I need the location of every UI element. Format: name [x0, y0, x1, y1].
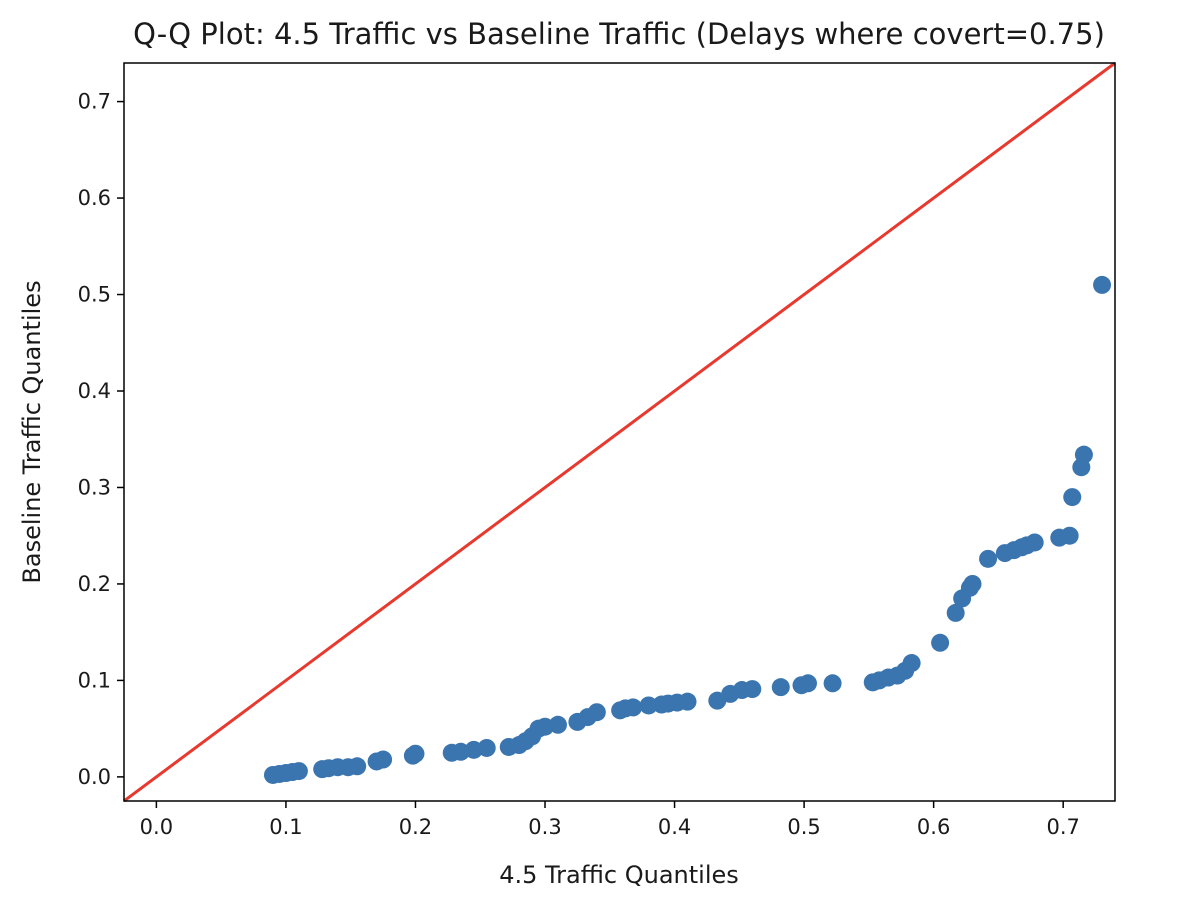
data-point	[639, 696, 658, 715]
data-point	[946, 603, 965, 622]
y-tick-label: 0.5	[78, 283, 111, 307]
data-point	[406, 744, 425, 763]
data-point	[587, 703, 606, 722]
x-tick-label: 0.0	[140, 815, 173, 839]
y-axis-label: Baseline Traffic Quantiles	[18, 280, 46, 583]
x-axis-label: 4.5 Traffic Quantiles	[499, 861, 739, 889]
reference-line-group	[123, 61, 1116, 803]
data-point	[477, 738, 496, 757]
data-point	[289, 762, 308, 781]
data-point	[348, 757, 367, 776]
data-point	[1025, 533, 1044, 552]
data-point	[979, 549, 998, 568]
y-tick-label: 0.1	[78, 668, 111, 692]
x-tick-label: 0.3	[528, 815, 561, 839]
data-point	[823, 674, 842, 693]
chart-title: Q-Q Plot: 4.5 Traffic vs Baseline Traffi…	[133, 17, 1105, 51]
data-point	[902, 654, 921, 673]
x-tick-label: 0.6	[917, 815, 950, 839]
data-point	[1063, 488, 1082, 507]
y-tick-label: 0.7	[78, 90, 111, 114]
data-point	[678, 692, 697, 711]
axes-frame	[123, 62, 1116, 802]
y-tick-label: 0.2	[78, 572, 111, 596]
reference-line	[123, 61, 1116, 803]
data-point	[374, 750, 393, 769]
data-point	[624, 698, 643, 717]
x-tick-label: 0.2	[399, 815, 432, 839]
x-tick-label: 0.4	[658, 815, 691, 839]
scatter-points	[263, 275, 1112, 784]
y-tick-label: 0.3	[78, 475, 111, 499]
data-point	[1074, 445, 1093, 464]
data-point	[798, 674, 817, 693]
y-axis-ticks: 0.0 0.1 0.2 0.3 0.4 0.5 0.6 0.7	[78, 90, 124, 789]
x-tick-label: 0.5	[787, 815, 820, 839]
data-point	[1093, 275, 1112, 294]
data-point	[1060, 526, 1079, 545]
y-tick-label: 0.0	[78, 765, 111, 789]
data-point	[931, 633, 950, 652]
x-tick-label: 0.1	[269, 815, 302, 839]
plot-area	[123, 61, 1116, 803]
data-point	[963, 574, 982, 593]
x-axis-ticks: 0.0 0.1 0.2 0.3 0.4 0.5 0.6 0.7	[140, 801, 1080, 839]
data-point	[771, 678, 790, 697]
y-tick-label: 0.4	[78, 379, 111, 403]
y-tick-label: 0.6	[78, 186, 111, 210]
data-point	[743, 680, 762, 699]
data-point	[548, 715, 567, 734]
x-tick-label: 0.7	[1046, 815, 1079, 839]
